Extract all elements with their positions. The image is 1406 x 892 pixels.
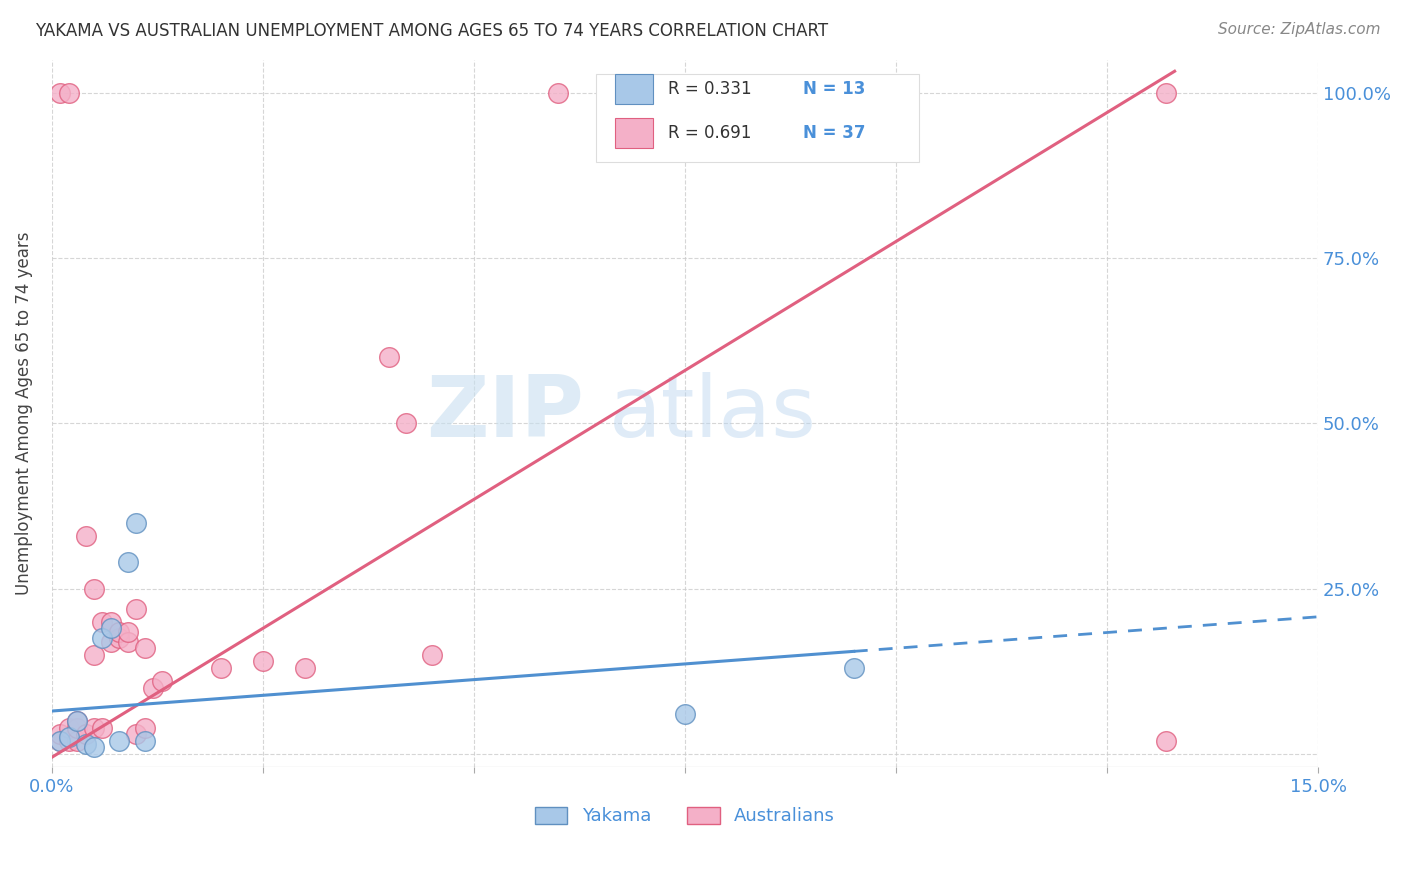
Point xyxy=(108,624,131,639)
Legend: Yakama, Australians: Yakama, Australians xyxy=(534,806,835,825)
Point xyxy=(83,740,105,755)
Point xyxy=(66,733,89,747)
Text: R = 0.691: R = 0.691 xyxy=(668,124,752,142)
Point xyxy=(100,621,122,635)
Point xyxy=(125,516,148,530)
Point xyxy=(49,86,72,100)
Point xyxy=(100,615,122,629)
Point xyxy=(75,529,97,543)
Point xyxy=(83,648,105,662)
Point xyxy=(125,601,148,615)
Point xyxy=(91,721,114,735)
Y-axis label: Unemployment Among Ages 65 to 74 years: Unemployment Among Ages 65 to 74 years xyxy=(15,232,32,595)
Text: ZIP: ZIP xyxy=(426,372,583,455)
Point xyxy=(66,721,89,735)
Point xyxy=(117,555,139,569)
FancyBboxPatch shape xyxy=(616,119,654,148)
Point xyxy=(1154,86,1177,100)
Point xyxy=(75,727,97,741)
Point xyxy=(842,661,865,675)
Point xyxy=(108,733,131,747)
Text: N = 13: N = 13 xyxy=(803,80,865,98)
Point xyxy=(134,641,156,656)
Point xyxy=(117,624,139,639)
Point xyxy=(91,615,114,629)
Point xyxy=(108,632,131,646)
Point xyxy=(83,582,105,596)
Point xyxy=(134,721,156,735)
FancyBboxPatch shape xyxy=(596,74,920,162)
Point xyxy=(58,86,80,100)
Point xyxy=(49,733,72,747)
Point xyxy=(420,648,443,662)
Point xyxy=(150,674,173,689)
FancyBboxPatch shape xyxy=(616,74,654,104)
Point xyxy=(49,733,72,747)
Point xyxy=(58,733,80,747)
Point xyxy=(1154,733,1177,747)
Point xyxy=(91,632,114,646)
Point xyxy=(378,350,401,364)
Text: YAKAMA VS AUSTRALIAN UNEMPLOYMENT AMONG AGES 65 TO 74 YEARS CORRELATION CHART: YAKAMA VS AUSTRALIAN UNEMPLOYMENT AMONG … xyxy=(35,22,828,40)
Point xyxy=(547,86,569,100)
Point xyxy=(673,707,696,722)
Point xyxy=(252,655,274,669)
Point xyxy=(66,714,89,728)
Text: N = 37: N = 37 xyxy=(803,124,865,142)
Point xyxy=(49,727,72,741)
Point xyxy=(58,721,80,735)
Point xyxy=(75,737,97,751)
Text: R = 0.331: R = 0.331 xyxy=(668,80,752,98)
Point xyxy=(134,733,156,747)
Point xyxy=(294,661,316,675)
Point xyxy=(66,714,89,728)
Point xyxy=(58,731,80,745)
Text: Source: ZipAtlas.com: Source: ZipAtlas.com xyxy=(1218,22,1381,37)
Point xyxy=(209,661,232,675)
Text: atlas: atlas xyxy=(609,372,817,455)
Point xyxy=(125,727,148,741)
Point xyxy=(142,681,165,695)
Point xyxy=(117,634,139,648)
Point xyxy=(100,634,122,648)
Point xyxy=(395,417,418,431)
Point xyxy=(83,721,105,735)
